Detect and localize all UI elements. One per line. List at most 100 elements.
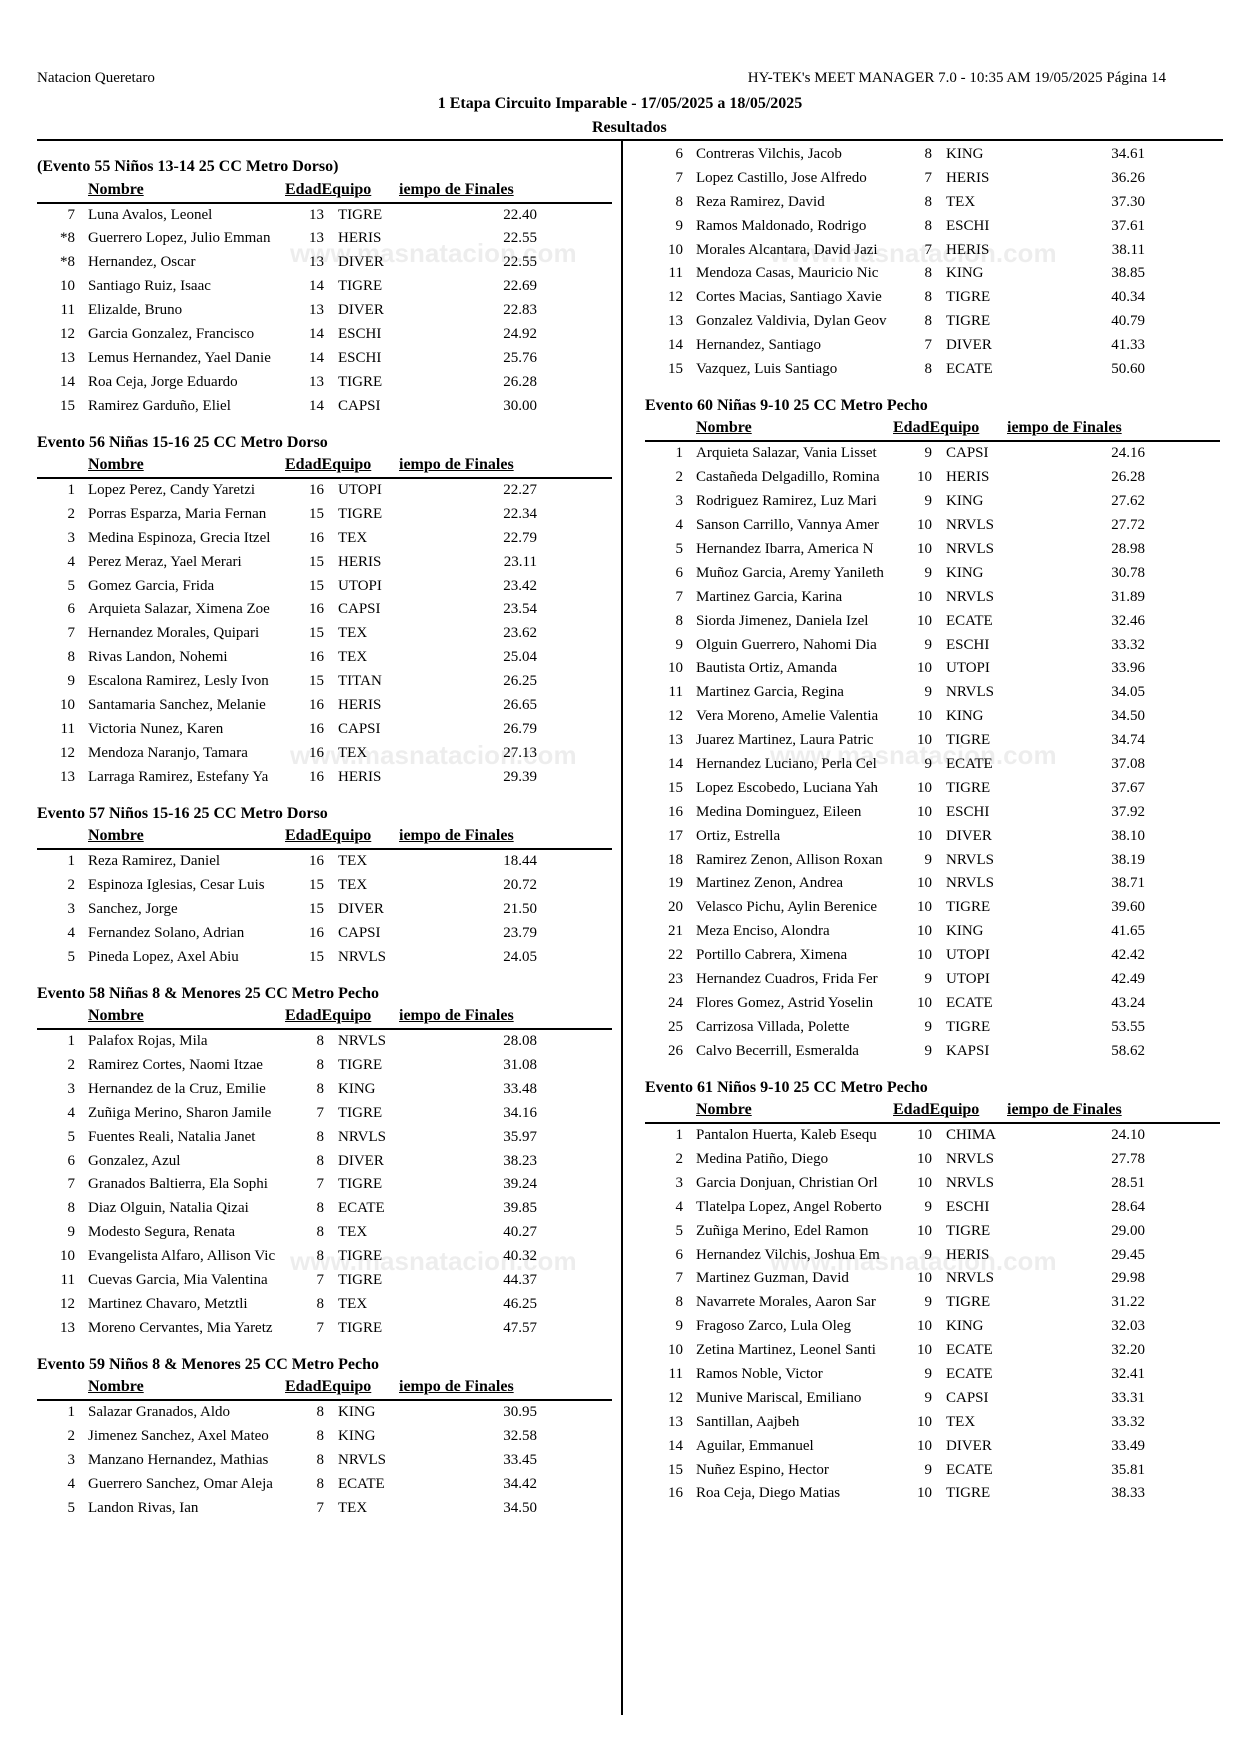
- column-header-row: Nombre EdadEquipo iempo de Finales: [37, 1377, 612, 1402]
- age: 10: [917, 540, 932, 557]
- age: 8: [924, 313, 933, 330]
- team: HERIS: [338, 553, 382, 570]
- result-row: 7 Lopez Castillo, Jose Alfredo 7 HERIS 36.26: [645, 167, 1220, 191]
- team: TIGRE: [338, 1104, 383, 1121]
- swimmer-name: Meza Enciso, Alondra: [696, 923, 830, 940]
- team: TEX: [338, 876, 368, 893]
- swimmer-name: Ortiz, Estrella: [696, 827, 781, 844]
- swimmer-name: Gonzalez Valdivia, Dylan Geov: [696, 313, 887, 330]
- age: 9: [924, 493, 933, 510]
- age: 7: [924, 169, 933, 186]
- team: NRVLS: [946, 851, 994, 868]
- age: 9: [924, 1246, 933, 1263]
- result-row: 9 Ramos Maldonado, Rodrigo 8 ESCHI 37.61: [645, 215, 1220, 239]
- event-section: Evento 57 Niños 15-16 25 CC Metro Dorso N…: [37, 802, 612, 970]
- place: 2: [67, 1428, 76, 1445]
- swimmer-name: Espinoza Iglesias, Cesar Luis: [88, 876, 265, 893]
- place: 22: [668, 947, 683, 964]
- final-time: 40.27: [503, 1224, 537, 1241]
- swimmer-name: Castañeda Delgadillo, Romina: [696, 469, 880, 486]
- final-time: 34.16: [503, 1104, 537, 1121]
- final-time: 34.05: [1111, 684, 1145, 701]
- place: 10: [60, 697, 75, 714]
- team: HERIS: [338, 768, 382, 785]
- final-time: 27.78: [1111, 1150, 1145, 1167]
- final-time: 23.79: [503, 924, 537, 941]
- name-header: Nombre: [88, 180, 144, 198]
- age: 10: [917, 827, 932, 844]
- result-row: 5 Fuentes Reali, Natalia Janet 8 NRVLS 35.97: [37, 1126, 612, 1150]
- event-title: (Evento 55 Niños 13-14 25 CC Metro Dorso…: [37, 158, 339, 175]
- age: 9: [924, 564, 933, 581]
- final-time: 18.44: [503, 853, 537, 870]
- final-time: 38.10: [1111, 827, 1145, 844]
- final-time: 33.31: [1111, 1389, 1145, 1406]
- place: 3: [67, 900, 76, 917]
- swimmer-name: Medina Dominguez, Eileen: [696, 803, 862, 820]
- team: HERIS: [946, 169, 990, 186]
- swimmer-name: Calvo Becerrill, Esmeralda: [696, 1042, 859, 1059]
- final-time: 26.28: [1111, 469, 1145, 486]
- result-row: 15 Nuñez Espino, Hector 9 ECATE 35.81: [645, 1459, 1220, 1483]
- team: ECATE: [338, 1200, 385, 1217]
- place: 12: [668, 289, 683, 306]
- age: 10: [917, 1127, 932, 1144]
- result-row: 12 Cortes Macias, Santiago Xavie 8 TIGRE 40.…: [645, 286, 1220, 310]
- result-row: 10 Zetina Martinez, Leonel Santi 10 ECATE 32…: [645, 1339, 1220, 1363]
- swimmer-name: Ramirez Cortes, Naomi Itzae: [88, 1056, 263, 1073]
- team: DIVER: [338, 1152, 384, 1169]
- result-row: 3 Rodriguez Ramirez, Luz Mari 9 KING 27.62: [645, 490, 1220, 514]
- final-time: 29.98: [1111, 1270, 1145, 1287]
- result-row: 26 Calvo Becerrill, Esmeralda 9 KAPSI 58.62: [645, 1040, 1220, 1064]
- age: 10: [917, 1342, 932, 1359]
- result-row: 4 Fernandez Solano, Adrian 16 CAPSI 23.79: [37, 922, 612, 946]
- final-time: 50.60: [1111, 361, 1145, 378]
- place: 5: [67, 948, 76, 965]
- time-header: iempo de Finales: [399, 1378, 514, 1396]
- team: NRVLS: [338, 1451, 386, 1468]
- swimmer-name: Lopez Castillo, Jose Alfredo: [696, 169, 867, 186]
- swimmer-name: Roa Ceja, Jorge Eduardo: [88, 373, 238, 390]
- final-time: 23.11: [503, 553, 537, 570]
- place: 3: [675, 493, 684, 510]
- age: 16: [309, 649, 324, 666]
- result-row: 2 Porras Esparza, Maria Fernan 15 TIGRE 22.3…: [37, 503, 612, 527]
- team: TIGRE: [338, 1176, 383, 1193]
- final-time: 58.62: [1111, 1042, 1145, 1059]
- result-row: 2 Medina Patiño, Diego 10 NRVLS 27.78: [645, 1148, 1220, 1172]
- section-title: Resultados: [592, 119, 667, 136]
- name-header: Nombre: [88, 456, 144, 474]
- team: HERIS: [946, 1246, 990, 1263]
- age: 10: [917, 660, 932, 677]
- final-time: 30.95: [503, 1404, 537, 1421]
- team: KING: [338, 1428, 376, 1445]
- result-row: 13 Santillan, Aajbeh 10 TEX 33.32: [645, 1411, 1220, 1435]
- swimmer-name: Zuñiga Merino, Edel Ramon: [696, 1222, 869, 1239]
- place: 19: [668, 875, 683, 892]
- age: 8: [316, 1080, 325, 1097]
- team: HERIS: [338, 697, 382, 714]
- age: 10: [917, 1270, 932, 1287]
- age: 10: [917, 588, 932, 605]
- place: 10: [668, 660, 683, 677]
- age: 16: [309, 768, 324, 785]
- final-time: 26.65: [503, 697, 537, 714]
- age: 10: [917, 1437, 932, 1454]
- swimmer-name: Hernandez de la Cruz, Emilie: [88, 1080, 266, 1097]
- result-row: 11 Martinez Garcia, Regina 9 NRVLS 34.05: [645, 681, 1220, 705]
- age: 8: [316, 1200, 325, 1217]
- column-header-row: Nombre EdadEquipo iempo de Finales: [37, 1006, 612, 1031]
- place: 4: [675, 1198, 684, 1215]
- swimmer-name: Fuentes Reali, Natalia Janet: [88, 1128, 256, 1145]
- result-row: 2 Jimenez Sanchez, Axel Mateo 8 KING 32.58: [37, 1425, 612, 1449]
- team: KING: [946, 1318, 984, 1335]
- age: 7: [316, 1104, 325, 1121]
- final-time: 38.11: [1111, 241, 1145, 258]
- result-row: 10 Santiago Ruiz, Isaac 14 TIGRE 22.69: [37, 275, 612, 299]
- swimmer-name: Pantalon Huerta, Kaleb Esequ: [696, 1127, 877, 1144]
- final-time: 32.03: [1111, 1318, 1145, 1335]
- team: ESCHI: [946, 636, 990, 653]
- place: 14: [668, 755, 683, 772]
- team: ESCHI: [338, 349, 382, 366]
- result-row: 15 Ramirez Garduño, Eliel 14 CAPSI 30.00: [37, 395, 612, 419]
